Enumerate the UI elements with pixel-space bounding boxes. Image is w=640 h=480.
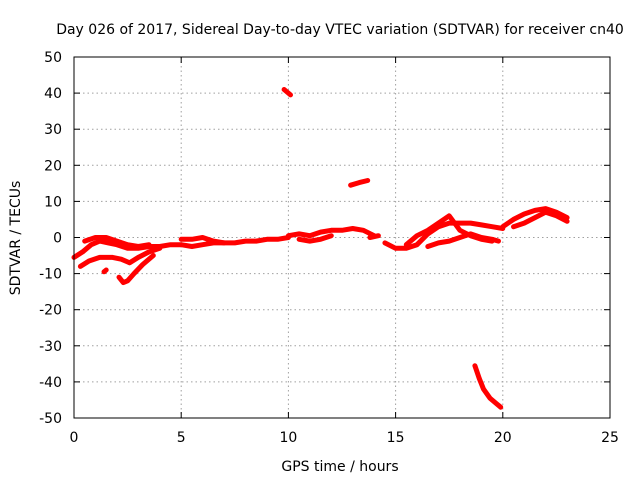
y-tick-label: -20 xyxy=(39,303,62,319)
series-track-5 xyxy=(178,235,227,246)
y-tick-label: 0 xyxy=(53,231,62,247)
series-track-6 xyxy=(285,226,377,239)
chart-title: Day 026 of 2017, Sidereal Day-to-day VTE… xyxy=(56,22,624,38)
series-track-12 xyxy=(511,209,570,230)
y-tick-label: -40 xyxy=(39,375,62,391)
series-track-2 xyxy=(82,235,152,249)
axis-ticks: 0 5 10 15 20 25 -50 -40 -30 -20 -10 0 10 20 30 40 50 xyxy=(39,50,619,446)
x-tick-label: 10 xyxy=(279,430,297,446)
series-outlier-5 xyxy=(101,267,109,275)
series-track-7 xyxy=(296,233,334,244)
series-outlier-3 xyxy=(472,363,504,410)
y-tick-label: 50 xyxy=(44,50,62,66)
y-tick-label: 20 xyxy=(44,158,62,174)
x-tick-label: 20 xyxy=(494,430,512,446)
grid xyxy=(74,57,610,418)
y-tick-label: -50 xyxy=(39,411,62,427)
x-axis-label: GPS time / hours xyxy=(281,459,398,475)
y-axis-label: SDTVAR / TECUs xyxy=(8,181,24,296)
y-tick-label: 10 xyxy=(44,194,62,210)
series-track-11 xyxy=(500,206,570,230)
series-track-10 xyxy=(425,231,501,249)
series-track-8 xyxy=(382,220,506,251)
x-tick-label: 5 xyxy=(177,430,186,446)
x-tick-label: 15 xyxy=(387,430,405,446)
x-tick-label: 25 xyxy=(601,430,619,446)
series-track-3 xyxy=(77,245,163,269)
x-tick-label: 0 xyxy=(70,430,79,446)
series-outlier-2 xyxy=(348,178,371,188)
y-tick-label: 40 xyxy=(44,86,62,102)
series-outlier-4 xyxy=(367,233,381,240)
y-tick-label: 30 xyxy=(44,122,62,138)
series-outlier-1 xyxy=(281,87,293,98)
data-series xyxy=(71,87,570,410)
series-track-1 xyxy=(71,235,291,260)
y-tick-label: -30 xyxy=(39,339,62,355)
y-tick-label: -10 xyxy=(39,267,62,283)
series-track-4 xyxy=(116,253,156,286)
